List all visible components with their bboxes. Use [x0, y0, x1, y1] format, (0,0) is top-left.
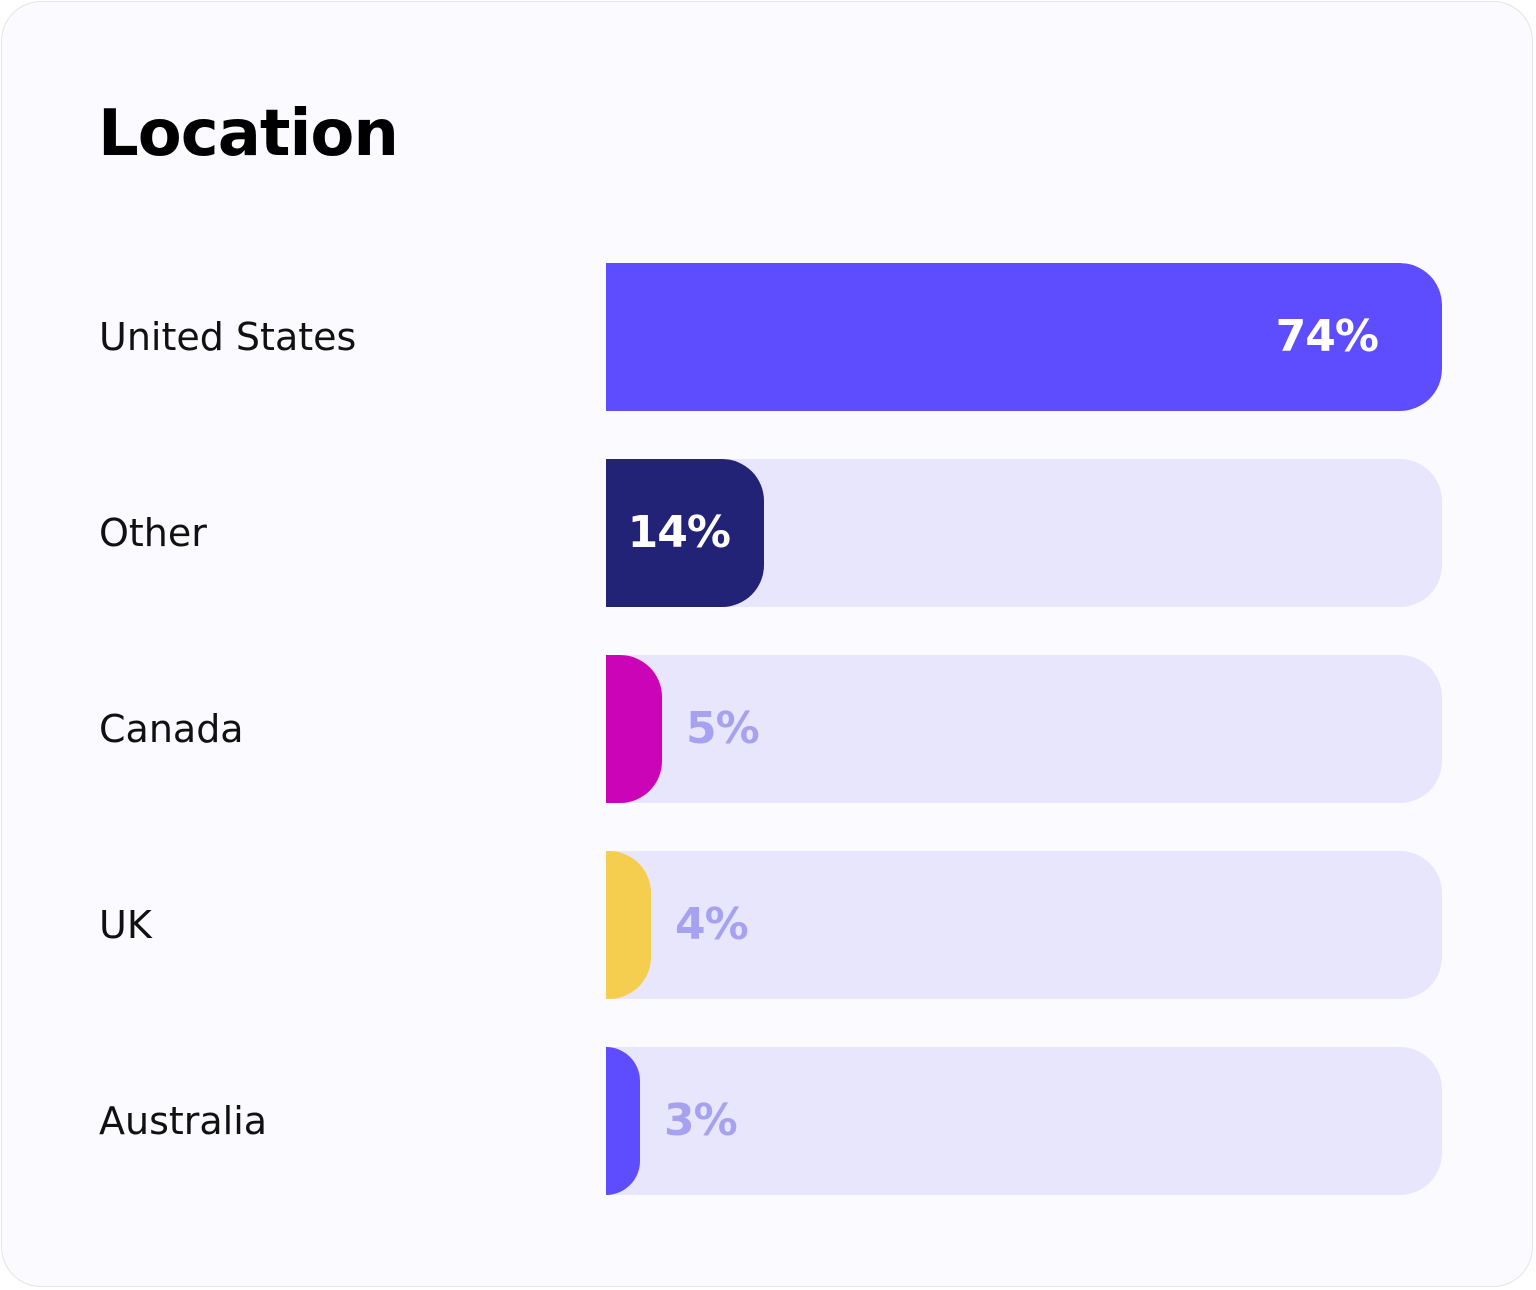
- bar: [606, 1047, 640, 1195]
- value-label: 5%: [686, 703, 760, 754]
- bar: [606, 263, 1442, 411]
- bar: [606, 459, 764, 607]
- bar: [606, 655, 662, 803]
- bar-track: 3%: [606, 1047, 1442, 1195]
- bar-track: 14%: [606, 459, 1442, 607]
- chart-title: Location: [98, 97, 399, 171]
- bar-track: 4%: [606, 851, 1442, 999]
- category-label: Canada: [99, 707, 244, 751]
- bar-track: 74%: [606, 263, 1442, 411]
- bar: [606, 851, 651, 999]
- value-label: 14%: [627, 507, 731, 558]
- bar-track: 5%: [606, 655, 1442, 803]
- category-label: United States: [99, 315, 357, 359]
- value-label: 3%: [664, 1095, 738, 1146]
- category-label: UK: [99, 903, 152, 947]
- category-label: Other: [99, 511, 207, 555]
- value-label: 4%: [675, 899, 749, 950]
- category-label: Australia: [99, 1099, 268, 1143]
- value-label: 74%: [1275, 311, 1379, 362]
